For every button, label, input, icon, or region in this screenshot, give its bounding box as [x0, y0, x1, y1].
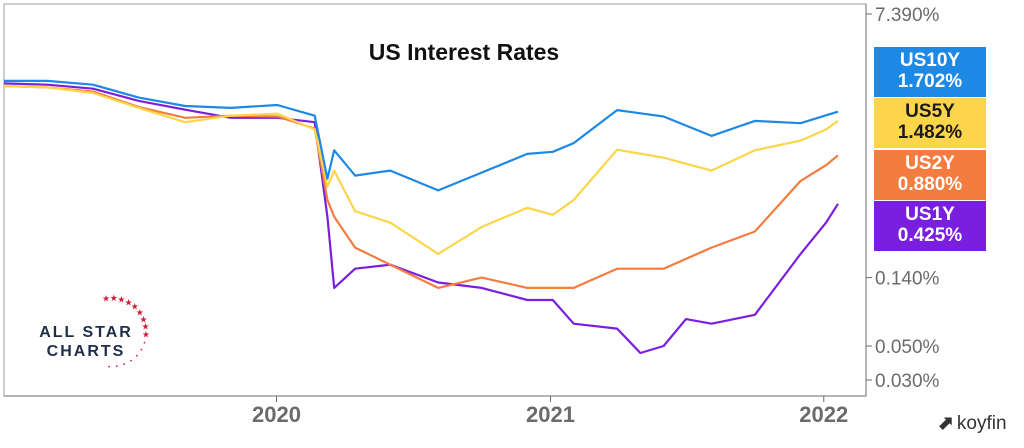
koyfin-wordmark: koyfin: [956, 413, 1007, 434]
legend-tag-us10y: US10Y 1.702%: [874, 47, 986, 97]
series-lines: [3, 79, 839, 355]
x-axis-ticks: 2020 2021 2022: [252, 396, 848, 427]
y-tick-label-3: 0.030%: [875, 371, 940, 392]
legend-tag-us5y: US5Y 1.482%: [874, 98, 986, 148]
legend-tag-us2y: US2Y 0.880%: [874, 150, 986, 200]
legend-tag-us1y-name: US1Y: [905, 204, 955, 225]
logo-star-icon: •: [115, 364, 119, 371]
logo-star-icon: •: [140, 347, 144, 354]
legend-tag-us5y-value: 1.482%: [897, 122, 963, 143]
logo-star-icon: ★: [139, 315, 147, 325]
legend-tag-us10y-name: US10Y: [899, 50, 961, 71]
chart-title: US Interest Rates: [369, 39, 559, 65]
logo-star-icon: ★: [131, 303, 139, 313]
koyfin-watermark: ⬈ koyfin: [938, 412, 1007, 435]
series-line-us2y: [3, 84, 839, 289]
y-tick-label-1: 0.140%: [875, 269, 940, 290]
x-tick-label-2: 2022: [799, 402, 848, 427]
legend-tag-us2y-name: US2Y: [905, 153, 955, 174]
series-line-us10y: [4, 79, 839, 192]
x-tick-label-0: 2020: [252, 402, 301, 427]
logo-line-2: CHARTS: [47, 343, 126, 360]
logo-star-icon: •: [135, 353, 139, 360]
logo-star-icon: ★: [142, 323, 150, 333]
legend-tag-us5y-name: US5Y: [905, 101, 955, 122]
logo-star-icon: •: [107, 364, 111, 371]
legend-tag-us1y: US1Y 0.425%: [874, 201, 986, 251]
logo-star-icon: •: [143, 340, 147, 347]
y-tick-label-2: 0.050%: [875, 337, 940, 358]
logo-star-ring: ★ ★ ★ ★★★★★★•••••••: [102, 294, 150, 371]
series-line-us1y: [3, 82, 839, 355]
all-star-charts-logo: ★ ★ ★ ★★★★★★••••••• ALL STAR CHARTS: [39, 294, 150, 371]
legend-tag-us10y-value: 1.702%: [897, 71, 963, 92]
logo-star-icon: ★: [102, 295, 110, 305]
koyfin-logo-icon: ⬈: [938, 413, 954, 434]
series-line-us5y: [3, 84, 839, 255]
legend-tag-us1y-value: 0.425%: [897, 225, 963, 246]
logo-star-icon: ★: [142, 330, 150, 340]
y-tick-label-0: 7.390%: [875, 5, 940, 26]
logo-star-icon: ★: [117, 295, 125, 305]
x-tick-label-1: 2021: [526, 402, 575, 427]
logo-line-1: ALL STAR: [39, 324, 133, 341]
logo-star-icon: ★: [110, 294, 118, 304]
logo-star-icon: ★: [136, 308, 144, 318]
logo-star-icon: •: [129, 358, 133, 365]
y-axis-ticks: 7.390% 0.140% 0.050% 0.030%: [866, 5, 940, 392]
logo-star-icon: ★: [124, 298, 132, 308]
legend-tag-us2y-value: 0.880%: [897, 174, 963, 195]
logo-star-icon: •: [122, 362, 126, 369]
